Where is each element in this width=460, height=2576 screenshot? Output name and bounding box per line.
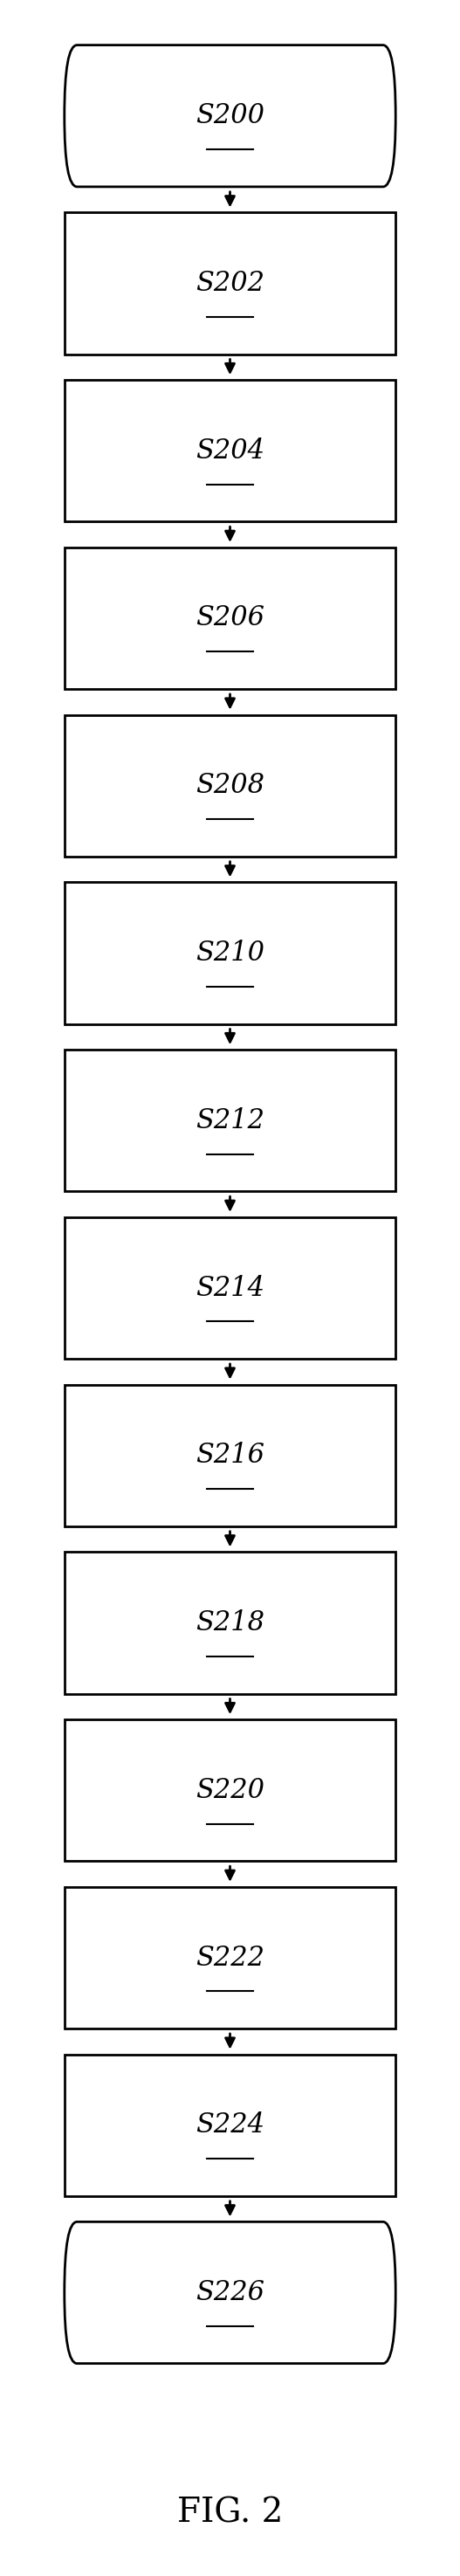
Text: FIG. 2: FIG. 2 xyxy=(177,2496,283,2530)
Text: S200: S200 xyxy=(196,103,264,129)
Text: S220: S220 xyxy=(196,1777,264,1803)
Text: S204: S204 xyxy=(196,438,264,464)
Bar xyxy=(64,1886,396,2030)
Text: S222: S222 xyxy=(196,1945,264,1971)
Bar xyxy=(64,1386,396,1525)
Text: S226: S226 xyxy=(196,2280,264,2306)
Text: S212: S212 xyxy=(196,1108,264,1133)
FancyBboxPatch shape xyxy=(64,44,396,185)
Text: S208: S208 xyxy=(196,773,264,799)
Bar xyxy=(64,1721,396,1860)
Text: S210: S210 xyxy=(196,940,264,966)
Bar xyxy=(64,379,396,520)
Bar xyxy=(64,2056,396,2195)
Text: S206: S206 xyxy=(196,605,264,631)
Bar xyxy=(64,1551,396,1695)
Bar xyxy=(64,1216,396,1360)
Text: S202: S202 xyxy=(196,270,264,296)
Text: S214: S214 xyxy=(196,1275,264,1301)
Bar xyxy=(64,714,396,855)
Text: S216: S216 xyxy=(196,1443,264,1468)
Bar xyxy=(64,1048,396,1190)
FancyBboxPatch shape xyxy=(64,2221,396,2365)
Bar xyxy=(64,881,396,1025)
Text: S224: S224 xyxy=(196,2112,264,2138)
Bar xyxy=(64,211,396,353)
Bar xyxy=(64,546,396,688)
Text: S218: S218 xyxy=(196,1610,264,1636)
